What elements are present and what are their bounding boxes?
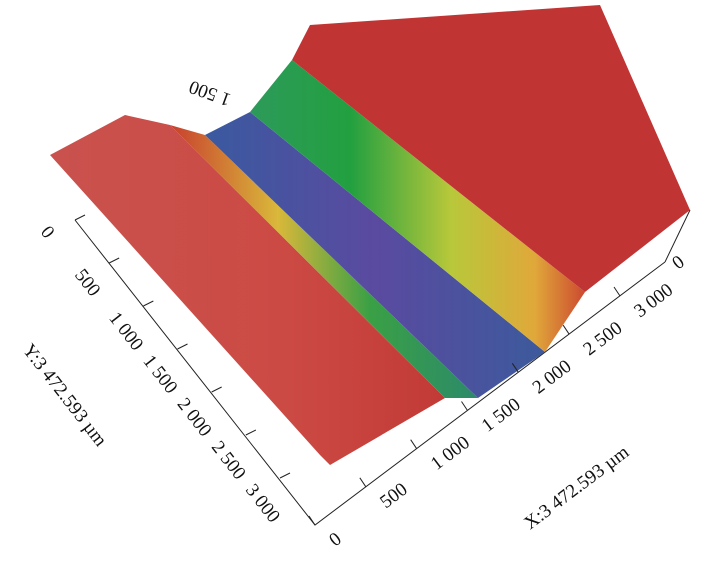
y-tick (177, 343, 188, 350)
y-tick (245, 429, 257, 436)
right-plateau (292, 5, 690, 292)
x-tick-label: 3 000 (630, 279, 677, 321)
x-tick (461, 401, 468, 411)
x-tick (613, 286, 621, 297)
y-tick-label: 500 (70, 265, 104, 300)
x-tick-label: 2 500 (580, 318, 627, 360)
x-tick-label: 2 000 (529, 356, 576, 398)
y-tick (143, 300, 154, 307)
x-tick (359, 477, 367, 488)
left-plateau (50, 115, 445, 465)
right-slope (250, 60, 585, 352)
y-axis-label: Y:3 472.593 µm (18, 340, 111, 451)
x-tick (410, 439, 418, 449)
y-tick (279, 472, 291, 479)
z-tick-label: 1 500 (186, 76, 233, 110)
x-tick-label: 1 000 (427, 432, 474, 474)
x-tick-label: 500 (376, 479, 411, 513)
x-tick (308, 515, 316, 526)
x-tick-label: 0 (325, 529, 345, 551)
y-tick (211, 386, 222, 393)
axis-line (664, 209, 691, 263)
y-tick-label: 3 000 (241, 480, 284, 527)
left-slope (170, 125, 478, 398)
y-tick-label: 1 500 (139, 351, 182, 398)
surface (50, 5, 690, 465)
y-tick-label: 1 000 (104, 308, 147, 355)
corner-label: 0 (668, 252, 688, 274)
y-tick (108, 257, 120, 264)
x-tick (562, 324, 570, 335)
trough (205, 112, 545, 398)
y-tick (74, 214, 86, 221)
y-tick-label: 0 (36, 222, 58, 242)
y-tick-label: 2 000 (173, 394, 216, 441)
x-tick-label: 1 500 (478, 394, 525, 436)
y-tick-label: 2 500 (207, 437, 250, 484)
x-tick (511, 363, 519, 373)
x-axis-label: X:3 472.593 µm (520, 442, 633, 534)
